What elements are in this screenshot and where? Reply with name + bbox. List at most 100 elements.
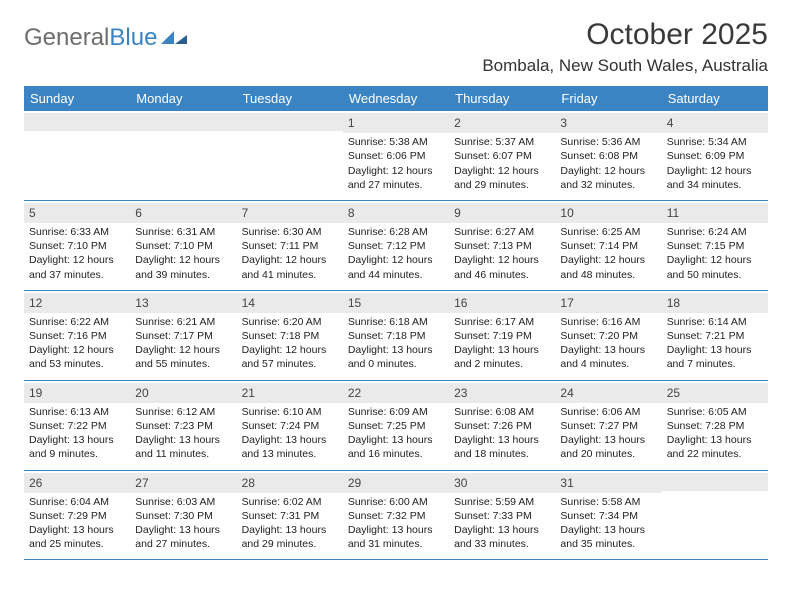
sunrise-text: Sunrise: 6:16 AM (560, 315, 656, 329)
daylight-text: and 18 minutes. (454, 447, 550, 461)
daylight-text: Daylight: 12 hours (667, 253, 763, 267)
weekday-header-row: SundayMondayTuesdayWednesdayThursdayFrid… (24, 86, 768, 111)
day-number: 4 (662, 113, 768, 133)
day-number (237, 113, 343, 131)
sunrise-text: Sunrise: 6:30 AM (242, 225, 338, 239)
sunrise-text: Sunrise: 6:33 AM (29, 225, 125, 239)
day-cell: 13Sunrise: 6:21 AMSunset: 7:17 PMDayligh… (130, 291, 236, 380)
week-row: 19Sunrise: 6:13 AMSunset: 7:22 PMDayligh… (24, 381, 768, 471)
day-cell: 18Sunrise: 6:14 AMSunset: 7:21 PMDayligh… (662, 291, 768, 380)
sunset-text: Sunset: 7:27 PM (560, 419, 656, 433)
daylight-text: and 35 minutes. (560, 537, 656, 551)
daylight-text: Daylight: 12 hours (348, 253, 444, 267)
brand-logo: GeneralBlue (24, 18, 188, 52)
sunrise-text: Sunrise: 6:10 AM (242, 405, 338, 419)
daylight-text: Daylight: 13 hours (454, 343, 550, 357)
sunrise-text: Sunrise: 6:14 AM (667, 315, 763, 329)
daylight-text: Daylight: 13 hours (348, 343, 444, 357)
day-number (662, 473, 768, 491)
brand-word1: General (24, 24, 109, 52)
calendar: SundayMondayTuesdayWednesdayThursdayFrid… (24, 86, 768, 560)
day-cell: 30Sunrise: 5:59 AMSunset: 7:33 PMDayligh… (449, 471, 555, 560)
daylight-text: Daylight: 13 hours (29, 433, 125, 447)
title-block: October 2025 Bombala, New South Wales, A… (482, 18, 768, 76)
day-cell: 6Sunrise: 6:31 AMSunset: 7:10 PMDaylight… (130, 201, 236, 290)
sunrise-text: Sunrise: 6:22 AM (29, 315, 125, 329)
day-cell: 28Sunrise: 6:02 AMSunset: 7:31 PMDayligh… (237, 471, 343, 560)
daylight-text: and 27 minutes. (348, 178, 444, 192)
daylight-text: and 0 minutes. (348, 357, 444, 371)
daylight-text: Daylight: 13 hours (29, 523, 125, 537)
sunrise-text: Sunrise: 6:03 AM (135, 495, 231, 509)
weekday-header: Friday (555, 86, 661, 111)
daylight-text: and 27 minutes. (135, 537, 231, 551)
day-cell: 25Sunrise: 6:05 AMSunset: 7:28 PMDayligh… (662, 381, 768, 470)
brand-word2: Blue (109, 24, 157, 52)
day-cell (237, 111, 343, 200)
weekday-header: Thursday (449, 86, 555, 111)
day-number: 15 (343, 293, 449, 313)
sunset-text: Sunset: 7:20 PM (560, 329, 656, 343)
daylight-text: Daylight: 13 hours (454, 433, 550, 447)
day-cell (24, 111, 130, 200)
week-row: 5Sunrise: 6:33 AMSunset: 7:10 PMDaylight… (24, 201, 768, 291)
weekday-header: Wednesday (343, 86, 449, 111)
sunset-text: Sunset: 7:17 PM (135, 329, 231, 343)
daylight-text: Daylight: 13 hours (560, 343, 656, 357)
sunset-text: Sunset: 7:18 PM (242, 329, 338, 343)
sunrise-text: Sunrise: 6:25 AM (560, 225, 656, 239)
daylight-text: and 44 minutes. (348, 268, 444, 282)
weekday-header: Tuesday (237, 86, 343, 111)
day-number: 23 (449, 383, 555, 403)
day-cell: 5Sunrise: 6:33 AMSunset: 7:10 PMDaylight… (24, 201, 130, 290)
day-cell: 8Sunrise: 6:28 AMSunset: 7:12 PMDaylight… (343, 201, 449, 290)
sunrise-text: Sunrise: 6:28 AM (348, 225, 444, 239)
daylight-text: and 29 minutes. (454, 178, 550, 192)
week-row: 1Sunrise: 5:38 AMSunset: 6:06 PMDaylight… (24, 111, 768, 201)
day-number: 24 (555, 383, 661, 403)
sunset-text: Sunset: 7:15 PM (667, 239, 763, 253)
weekday-header: Saturday (662, 86, 768, 111)
sunset-text: Sunset: 7:28 PM (667, 419, 763, 433)
daylight-text: Daylight: 12 hours (29, 343, 125, 357)
weeks-container: 1Sunrise: 5:38 AMSunset: 6:06 PMDaylight… (24, 111, 768, 560)
daylight-text: Daylight: 13 hours (348, 433, 444, 447)
sunset-text: Sunset: 7:32 PM (348, 509, 444, 523)
daylight-text: Daylight: 13 hours (667, 343, 763, 357)
daylight-text: and 46 minutes. (454, 268, 550, 282)
day-cell: 24Sunrise: 6:06 AMSunset: 7:27 PMDayligh… (555, 381, 661, 470)
week-row: 12Sunrise: 6:22 AMSunset: 7:16 PMDayligh… (24, 291, 768, 381)
daylight-text: and 55 minutes. (135, 357, 231, 371)
day-number: 11 (662, 203, 768, 223)
sunset-text: Sunset: 7:22 PM (29, 419, 125, 433)
sunset-text: Sunset: 7:16 PM (29, 329, 125, 343)
daylight-text: Daylight: 12 hours (29, 253, 125, 267)
daylight-text: Daylight: 12 hours (135, 343, 231, 357)
day-cell: 10Sunrise: 6:25 AMSunset: 7:14 PMDayligh… (555, 201, 661, 290)
day-number: 19 (24, 383, 130, 403)
day-number (130, 113, 236, 131)
weekday-header: Monday (130, 86, 236, 111)
day-number: 7 (237, 203, 343, 223)
sunrise-text: Sunrise: 6:02 AM (242, 495, 338, 509)
sunset-text: Sunset: 6:08 PM (560, 149, 656, 163)
day-number: 2 (449, 113, 555, 133)
daylight-text: Daylight: 12 hours (454, 164, 550, 178)
day-cell: 3Sunrise: 5:36 AMSunset: 6:08 PMDaylight… (555, 111, 661, 200)
day-cell: 7Sunrise: 6:30 AMSunset: 7:11 PMDaylight… (237, 201, 343, 290)
sunrise-text: Sunrise: 5:58 AM (560, 495, 656, 509)
sunrise-text: Sunrise: 6:17 AM (454, 315, 550, 329)
sunset-text: Sunset: 6:07 PM (454, 149, 550, 163)
daylight-text: and 4 minutes. (560, 357, 656, 371)
sunrise-text: Sunrise: 6:08 AM (454, 405, 550, 419)
sunset-text: Sunset: 7:29 PM (29, 509, 125, 523)
daylight-text: Daylight: 13 hours (560, 523, 656, 537)
daylight-text: and 41 minutes. (242, 268, 338, 282)
day-cell: 31Sunrise: 5:58 AMSunset: 7:34 PMDayligh… (555, 471, 661, 560)
sunset-text: Sunset: 7:24 PM (242, 419, 338, 433)
sunset-text: Sunset: 7:23 PM (135, 419, 231, 433)
day-cell: 2Sunrise: 5:37 AMSunset: 6:07 PMDaylight… (449, 111, 555, 200)
daylight-text: and 22 minutes. (667, 447, 763, 461)
day-number: 3 (555, 113, 661, 133)
sunrise-text: Sunrise: 6:12 AM (135, 405, 231, 419)
